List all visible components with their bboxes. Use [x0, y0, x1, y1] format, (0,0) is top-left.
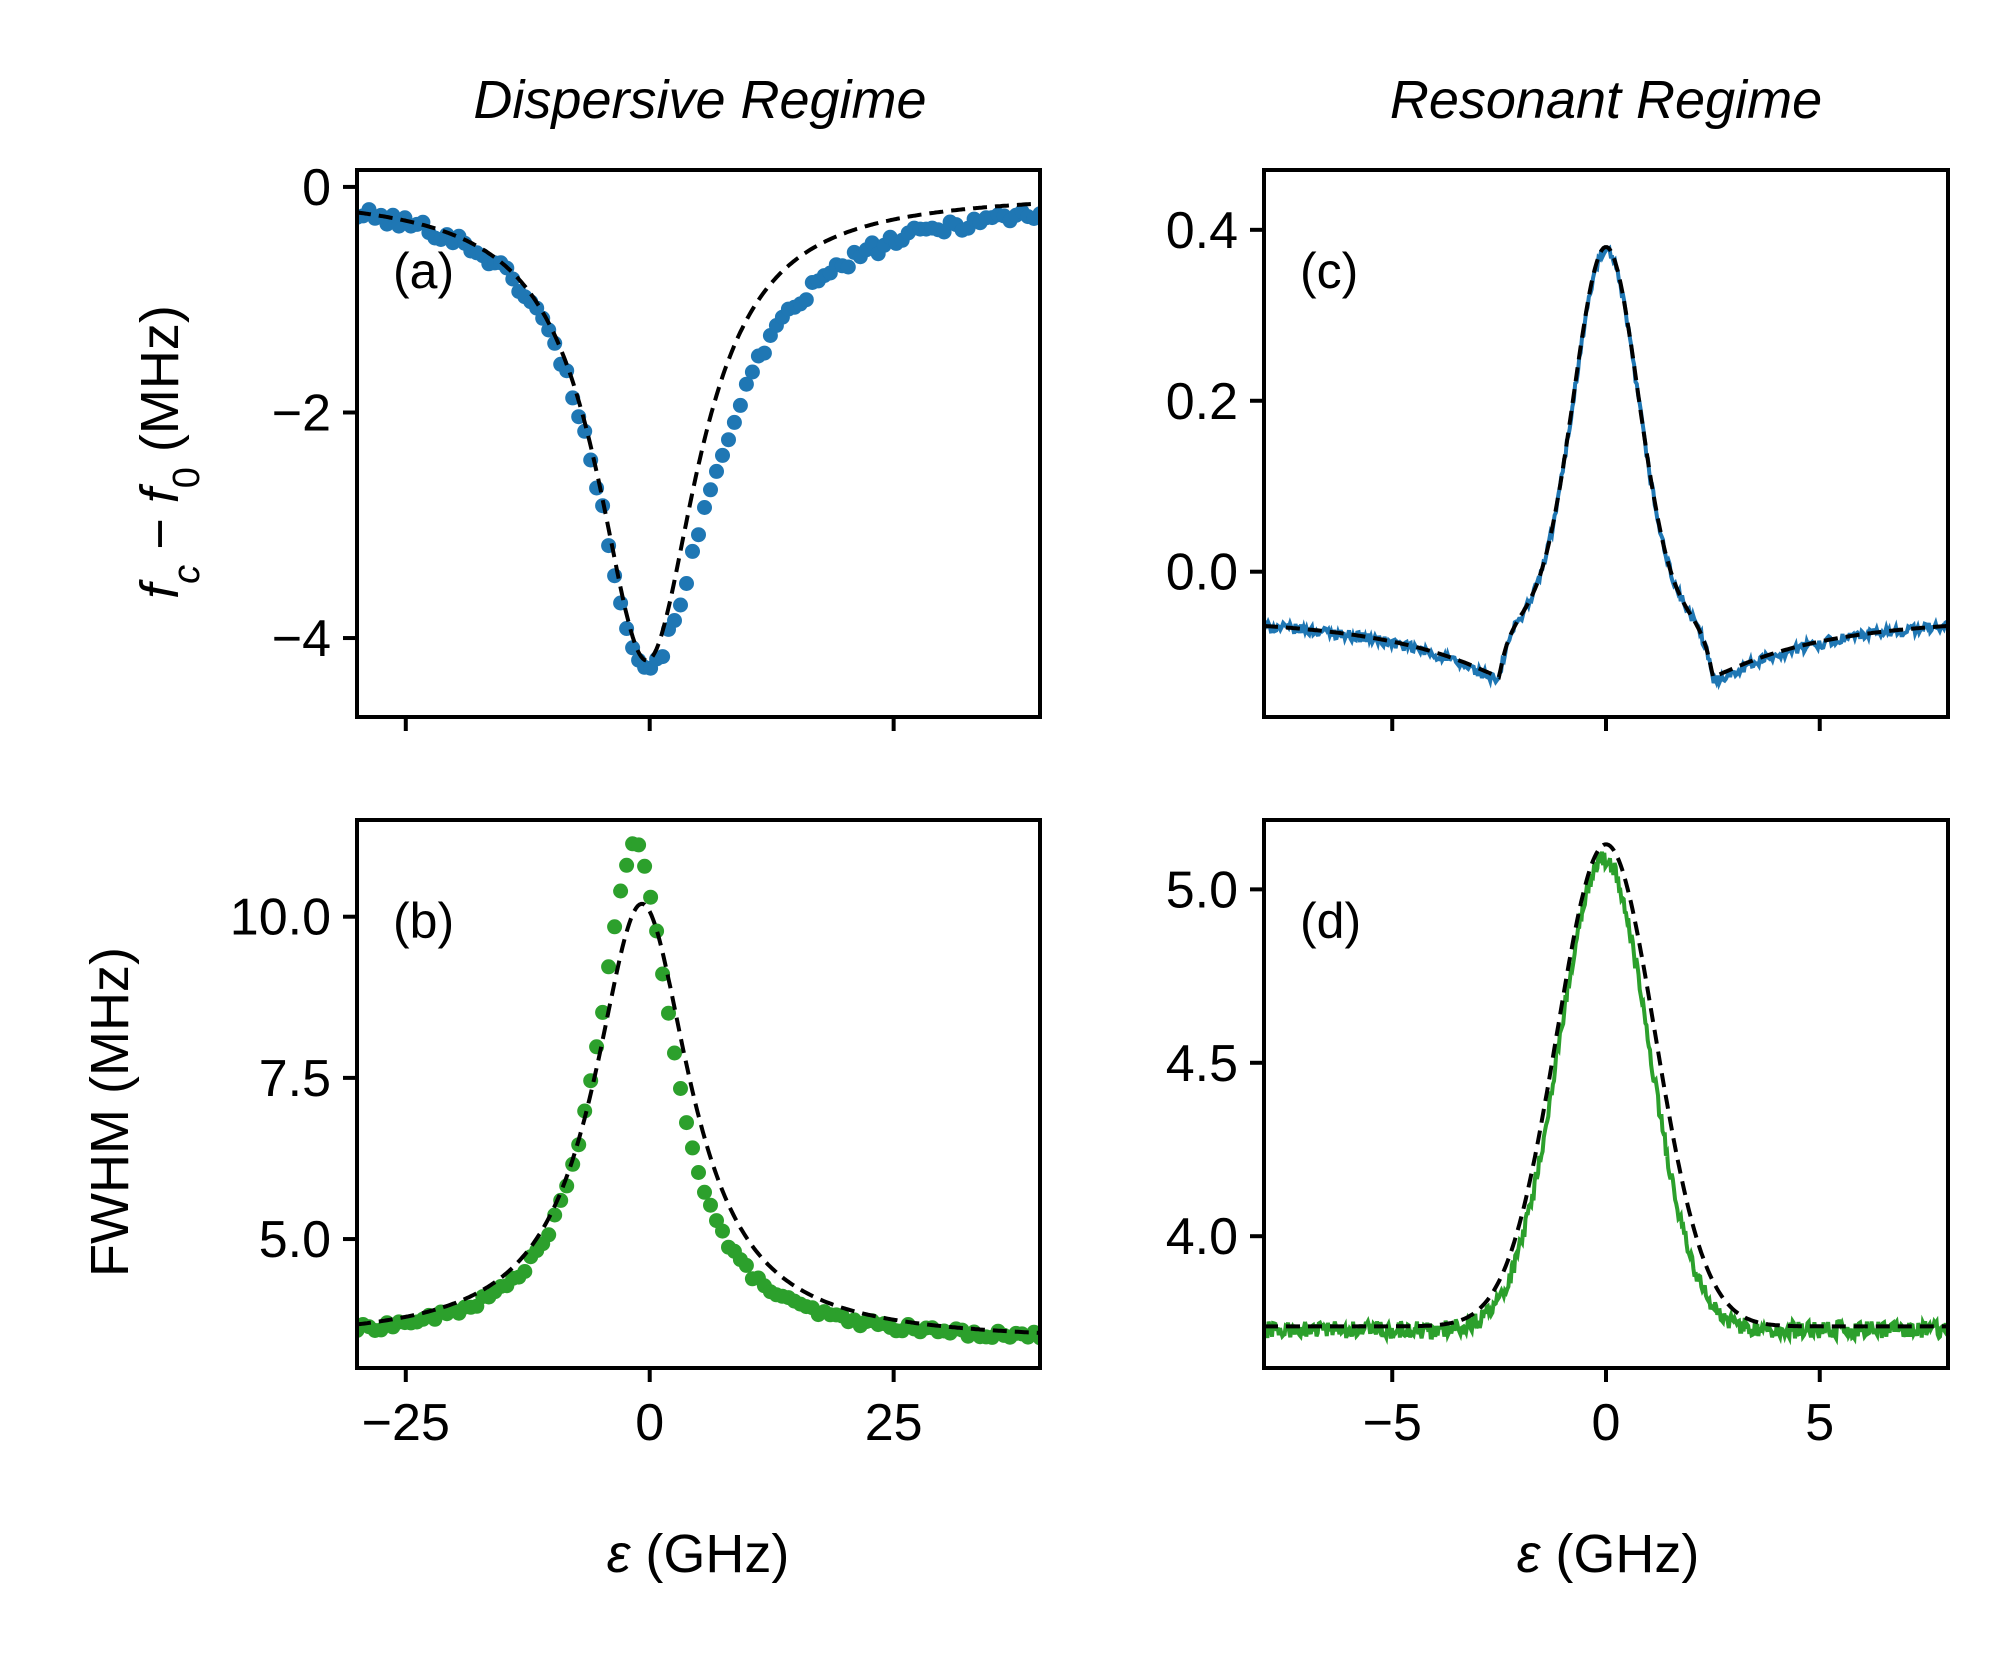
xlabel-epsilon-symbol-left: ε [607, 1524, 632, 1584]
data-point-b [631, 837, 647, 853]
data-point-b [619, 857, 635, 873]
xtick-label-b: −25 [362, 1394, 450, 1452]
data-point-a [679, 576, 694, 591]
data-point-a [709, 463, 724, 479]
ylabel-f-c: f [130, 579, 190, 599]
ytick-label-d: 4.5 [1166, 1035, 1238, 1093]
title-dispersive-regime: Dispersive Regime [473, 70, 926, 130]
data-series-c [1264, 244, 1948, 691]
ytick-label-d: 4.0 [1166, 1208, 1238, 1266]
ytick-label-d: 5.0 [1166, 861, 1238, 919]
xtick-label-d: −5 [1363, 1394, 1422, 1452]
data-point-a [655, 649, 671, 665]
data-point-a [505, 271, 521, 287]
data-point-a [667, 613, 682, 628]
panel-b: 5.0 7.5 10.0 −25 0 25 (b) [230, 818, 1042, 1452]
data-point-b [697, 1184, 712, 1200]
ylabel-unit-mhz: (MHz) [130, 305, 190, 467]
fit-curve-d [1264, 842, 1948, 1329]
panel-label-b: (b) [393, 893, 454, 949]
data-point-b [541, 1227, 557, 1243]
data-point-a [721, 432, 736, 448]
panel-d: 4.0 4.5 5.0 −5 0 5 (d) [1166, 818, 1950, 1452]
ytick-label-b: 5.0 [259, 1211, 331, 1269]
xtick-label-b: 25 [865, 1394, 923, 1452]
ylabel-frequency-shift: fc − f0 (MHz) [130, 305, 208, 599]
ytick-label-a: −4 [272, 610, 331, 668]
ytick-label-c: 0.2 [1166, 373, 1238, 431]
xtick-label-d: 0 [1592, 1394, 1621, 1452]
fit-curve-a [357, 201, 1040, 663]
fit-curve-b [357, 901, 1040, 1335]
data-point-b [613, 883, 629, 899]
plot-area-b [357, 836, 1040, 1346]
data-point-a [744, 364, 760, 380]
data-point-a [840, 259, 856, 275]
data-point-b [691, 1165, 706, 1180]
data-point-a [715, 447, 730, 463]
plot-area-d [1264, 842, 1948, 1346]
data-point-b [637, 858, 653, 874]
data-series-d [1264, 851, 1948, 1346]
data-point-b [649, 923, 665, 939]
xlabel-unit-right: (GHz) [1540, 1524, 1699, 1584]
data-point-a [685, 543, 700, 559]
data-point-b [679, 1115, 694, 1131]
xtick-label-b: 0 [635, 1394, 664, 1452]
ytick-label-c: 0.4 [1166, 202, 1238, 260]
axes-frame-a [355, 168, 1042, 719]
data-point-b [673, 1081, 688, 1096]
ytick-label-b: 10.0 [230, 889, 331, 947]
data-point-b [685, 1140, 700, 1156]
data-point-b [517, 1264, 533, 1279]
data-point-b [547, 1207, 563, 1223]
ytick-label-b: 7.5 [259, 1050, 331, 1108]
ylabel-sub-c: c [166, 565, 208, 584]
data-point-a [756, 345, 772, 361]
ylabel-minus: − [130, 503, 190, 565]
data-point-b [661, 1005, 676, 1021]
xlabel-unit-left: (GHz) [630, 1524, 789, 1584]
axes-frame-d [1262, 818, 1950, 1370]
data-point-a [691, 527, 706, 543]
ylabel-sub-0: 0 [166, 467, 208, 488]
ytick-label-a: −2 [272, 384, 331, 442]
data-point-a [703, 482, 718, 498]
panel-label-c: (c) [1300, 243, 1358, 299]
xlabel-epsilon-right: ε (GHz) [1517, 1524, 1700, 1584]
data-point-b [643, 889, 659, 905]
xtick-label-d: 5 [1805, 1394, 1834, 1452]
ylabel-fwhm: FWHM (MHz) [80, 947, 140, 1277]
data-point-a [697, 500, 712, 515]
title-resonant-regime: Resonant Regime [1390, 70, 1822, 130]
data-point-b [715, 1223, 730, 1239]
panel-label-d: (d) [1300, 893, 1361, 949]
ytick-label-c: 0.0 [1166, 544, 1238, 602]
data-point-b [667, 1045, 682, 1061]
data-point-a [577, 423, 593, 439]
xlabel-epsilon-symbol-right: ε [1517, 1524, 1542, 1584]
panel-c: 0.0 0.2 0.4 (c) [1166, 168, 1950, 731]
ytick-label-a: 0 [302, 159, 331, 217]
data-point-a [673, 597, 688, 613]
plot-area-c [1264, 244, 1948, 691]
data-point-a [726, 414, 742, 430]
plot-area-a [357, 201, 1040, 676]
xlabel-epsilon-left: ε (GHz) [607, 1524, 790, 1584]
data-point-b [738, 1257, 754, 1273]
data-point-b [607, 919, 623, 935]
data-point-a [798, 292, 814, 308]
panel-a: 0 −2 −4 (a) [272, 159, 1042, 731]
data-point-b [601, 959, 617, 975]
data-point-b [703, 1197, 718, 1213]
ylabel-f-0: f [130, 483, 190, 503]
data-point-a [738, 376, 754, 392]
data-point-a [732, 397, 748, 413]
fit-curve-c [1264, 245, 1948, 680]
panel-label-a: (a) [393, 243, 454, 299]
axes-frame-b [355, 818, 1042, 1370]
